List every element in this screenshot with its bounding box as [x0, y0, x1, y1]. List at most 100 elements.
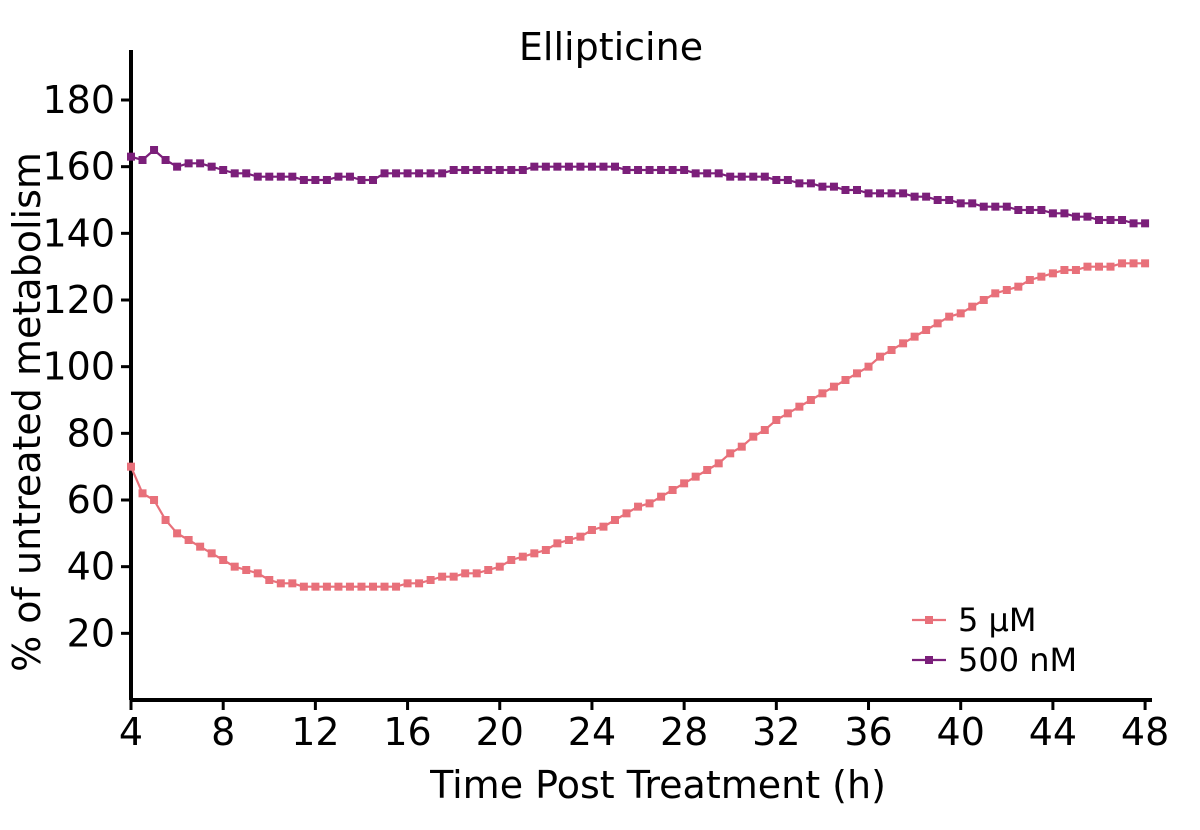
series-1-point-51	[714, 169, 723, 178]
series-1-point-69	[922, 192, 931, 201]
series-0-point-69	[922, 326, 931, 334]
series-0-point-53	[737, 442, 746, 451]
series-1-point-45	[645, 166, 654, 174]
series-0-point-67	[899, 339, 908, 348]
series-1-point-72	[956, 199, 965, 208]
series-1-point-3	[161, 156, 170, 164]
series-0-point-63	[852, 369, 861, 378]
series-0-point-20	[357, 582, 366, 591]
series-1-point-42	[610, 162, 619, 171]
series-0-point-54	[749, 432, 758, 441]
series-1-point-61	[829, 182, 838, 191]
series-1-point-8	[219, 166, 228, 174]
series-1-point-43	[622, 166, 631, 174]
series-0-point-15	[299, 582, 308, 591]
series-0-point-11	[253, 569, 262, 578]
series-0-point-0	[127, 462, 135, 471]
series-0-point-40	[587, 526, 596, 534]
series-1-point-77	[1014, 206, 1023, 214]
series-1-point-14	[288, 172, 297, 181]
x-tick-label-8: 36	[844, 710, 892, 754]
y-tick-label-7: 160	[42, 145, 115, 189]
series-1-point-65	[876, 189, 885, 198]
series-0-point-45	[645, 499, 654, 508]
series-0-point-9	[230, 562, 239, 571]
series-1-point-30	[472, 166, 481, 174]
series-0-point-42	[610, 516, 619, 524]
series-1-point-54	[749, 172, 758, 181]
legend-label-1: 500 nM	[958, 641, 1077, 679]
series-1-point-71	[945, 196, 954, 204]
series-0-point-73	[968, 302, 977, 311]
series-1-point-11	[253, 172, 262, 181]
x-tick-label-6: 28	[660, 710, 708, 754]
series-1-point-2	[150, 146, 159, 154]
series-1-point-47	[668, 166, 677, 174]
series-0-point-64	[864, 362, 873, 371]
series-0-point-84	[1094, 262, 1103, 271]
chart-title: Ellipticine	[519, 25, 703, 69]
series-1-point-16	[311, 176, 320, 184]
y-tick-label-4: 100	[42, 345, 115, 389]
x-tick-label-2: 12	[291, 710, 339, 754]
legend-marker-0	[925, 616, 933, 624]
series-0-point-81	[1060, 266, 1069, 274]
series-0-point-25	[415, 579, 424, 588]
y-tick-label-1: 40	[67, 545, 115, 589]
series-0-point-5	[184, 536, 193, 544]
series-1-point-75	[991, 202, 1000, 211]
x-tick-label-0: 4	[119, 710, 143, 754]
series-0-point-29	[461, 569, 470, 578]
series-0-point-77	[1014, 282, 1023, 291]
series-1-point-48	[680, 166, 689, 174]
x-tick-label-7: 32	[752, 710, 800, 754]
series-0-point-19	[345, 582, 354, 591]
series-1-point-67	[899, 189, 908, 198]
series-0-point-23	[392, 582, 401, 591]
series-1-point-80	[1048, 209, 1057, 218]
series-1-point-36	[541, 162, 550, 171]
series-1-point-35	[530, 162, 539, 171]
series-0-point-36	[541, 546, 550, 554]
series-1-point-88	[1141, 219, 1150, 228]
y-tick-label-0: 20	[67, 611, 115, 655]
series-1-point-60	[818, 182, 827, 191]
series-0-point-31	[484, 566, 493, 574]
series-1-point-41	[599, 162, 608, 171]
series-1-point-4	[173, 162, 182, 171]
x-tick-label-10: 44	[1029, 710, 1077, 754]
series-0-point-51	[714, 459, 723, 468]
series-1-point-68	[910, 192, 919, 201]
series-1-point-25	[415, 169, 424, 178]
series-0-point-3	[161, 516, 170, 524]
x-tick-label-5: 24	[568, 710, 616, 754]
series-0-point-79	[1037, 272, 1046, 281]
series-0-point-87	[1129, 259, 1138, 268]
series-0-point-33	[507, 556, 516, 564]
series-0-point-57	[783, 409, 792, 418]
series-1-point-13	[276, 172, 285, 181]
series-0-point-72	[956, 309, 965, 318]
series-1-point-27	[438, 169, 447, 178]
series-1-point-23	[392, 169, 401, 178]
series-1-point-15	[299, 176, 308, 184]
series-1-point-32	[495, 166, 504, 174]
series-0-point-30	[472, 569, 481, 578]
series-1-point-62	[841, 186, 850, 194]
series-0-point-58	[795, 402, 804, 411]
x-tick-label-11: 48	[1121, 710, 1169, 754]
y-tick-label-5: 120	[42, 278, 115, 322]
series-1-point-76	[1002, 202, 1011, 211]
x-tick-label-3: 16	[383, 710, 431, 754]
series-0-point-61	[829, 382, 838, 391]
series-0-point-70	[933, 319, 942, 328]
series-layer	[127, 146, 1150, 591]
series-1-point-1	[138, 156, 147, 164]
series-0-point-34	[518, 552, 527, 561]
series-0-point-55	[760, 426, 769, 434]
series-0-point-2	[150, 496, 159, 504]
series-1-point-49	[691, 169, 700, 178]
y-tick-label-6: 140	[42, 211, 115, 255]
series-1-point-87	[1129, 219, 1138, 228]
series-1-point-81	[1060, 209, 1069, 218]
